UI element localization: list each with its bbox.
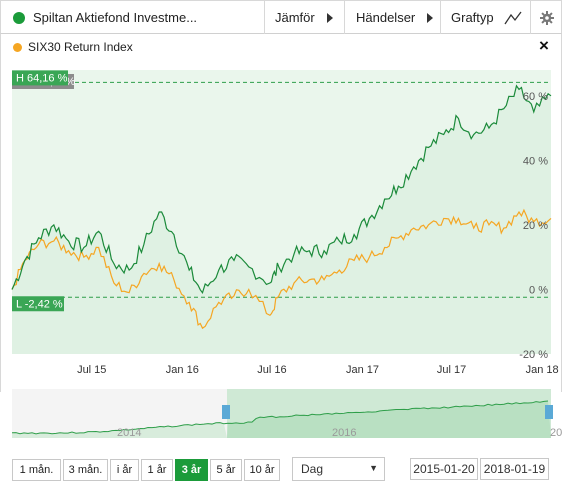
price-chart[interactable]: 60 % 40 % 20 % 0 % -20 % Jul 15 Jan 16 Jul 16 J… <box>0 62 562 392</box>
fund-name: Spiltan Aktiefond Investme... <box>33 10 198 25</box>
range-3m-button[interactable]: 3 mån. <box>63 459 108 481</box>
x-tick-label: Jul 17 <box>437 364 466 376</box>
caret-right-icon <box>427 12 434 23</box>
graph-type-button[interactable]: Graftyp <box>441 1 530 34</box>
range-3y-button[interactable]: 3 år <box>175 459 208 481</box>
navigator[interactable]: 2014 2016 20 <box>0 388 562 440</box>
graph-type-label: Graftyp <box>451 10 494 25</box>
y-tick-label: -20 % <box>519 349 548 361</box>
events-label: Händelser <box>356 10 416 25</box>
navigator-handle-right[interactable] <box>545 405 553 419</box>
y-tick-label: 40 % <box>523 155 548 167</box>
fund-selector[interactable]: Spiltan Aktiefond Investme... <box>13 1 263 34</box>
x-tick-label: Jan 17 <box>346 364 379 376</box>
range-5y-button[interactable]: 5 år <box>210 459 242 481</box>
date-from-input[interactable]: 2015-01-20 <box>410 458 478 480</box>
chevron-down-icon: ▼ <box>369 463 378 473</box>
period-select-value: Dag <box>301 462 324 476</box>
compare-label: Jämför <box>275 10 315 25</box>
y-tick-label: 60 % <box>523 91 548 103</box>
range-ytd-button[interactable]: i år <box>110 459 139 481</box>
high-badge: H 64,16 % <box>16 72 68 84</box>
navigator-handle-left[interactable] <box>222 405 230 419</box>
range-1y-button[interactable]: 1 år <box>141 459 173 481</box>
index-line <box>11 208 552 330</box>
period-select[interactable]: Dag ▼ <box>292 457 385 481</box>
nav-label-2018: 20 <box>550 427 562 439</box>
line-chart-icon <box>504 11 522 24</box>
series-color-dot <box>13 43 22 52</box>
settings-button[interactable] <box>531 1 562 34</box>
high-badge-bg <box>12 70 68 86</box>
gear-icon <box>539 10 554 25</box>
date-to-input[interactable]: 2018-01-19 <box>480 458 549 480</box>
events-button[interactable]: Händelser <box>345 1 440 34</box>
range-10y-button[interactable]: 10 år <box>244 459 280 481</box>
x-tick-label: Jan 18 <box>526 364 559 376</box>
fund-color-dot <box>13 11 25 24</box>
caret-right-icon <box>326 12 333 23</box>
low-badge: L -2,42 % <box>16 298 63 310</box>
close-icon[interactable]: × <box>539 36 549 55</box>
series-name: SIX30 Return Index <box>28 40 133 54</box>
low-badge-bg <box>12 296 64 312</box>
x-tick-label: Jul 15 <box>77 364 106 376</box>
nav-label-2014: 2014 <box>117 427 141 439</box>
chart-area: 60 % 40 % 20 % 0 % -20 % Jul 15 Jan 16 Jul 16 J… <box>0 62 562 439</box>
chart-toolbar: Spiltan Aktiefond Investme... Jämför Hän… <box>0 0 562 34</box>
y-tick-label: 0 % <box>529 284 548 296</box>
compare-button[interactable]: Jämför <box>265 1 343 34</box>
y-tick-label: 20 % <box>523 220 548 232</box>
comparison-legend: SIX30 Return Index × <box>0 34 562 62</box>
x-tick-label: Jul 16 <box>257 364 286 376</box>
range-1m-button[interactable]: 1 mån. <box>12 459 61 481</box>
fund-line <box>11 84 552 294</box>
nav-label-2016: 2016 <box>332 427 356 439</box>
fund-area <box>12 85 551 354</box>
x-tick-label: Jan 16 <box>166 364 199 376</box>
